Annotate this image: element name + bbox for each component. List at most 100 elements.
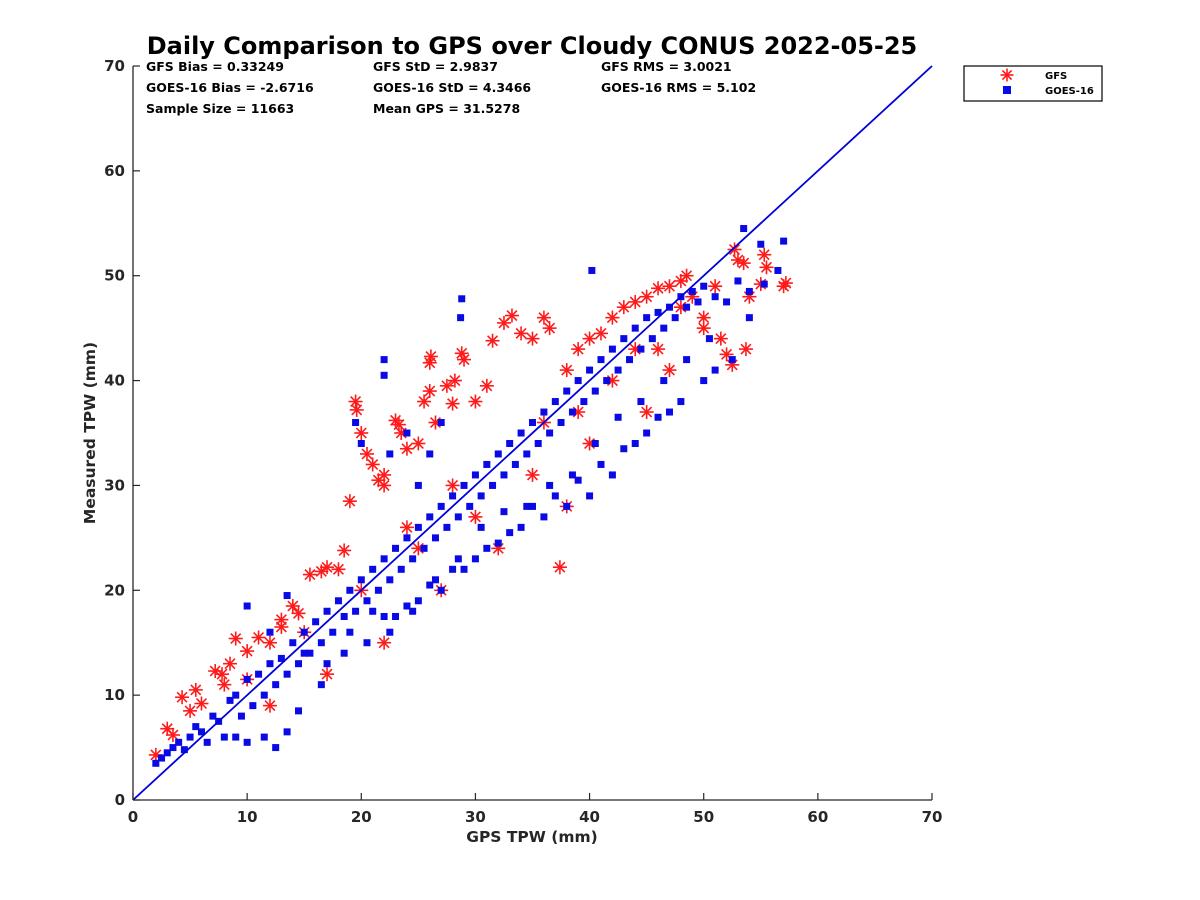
one-to-one-line — [132, 65, 933, 801]
x-tick-label: 40 — [579, 808, 600, 826]
goes16-point — [637, 398, 645, 406]
goes16-point — [728, 356, 736, 364]
y-axis-label: Measured TPW (mm) — [81, 342, 99, 524]
goes16-point — [380, 613, 388, 620]
goes16-point — [546, 481, 554, 489]
gfs-point — [377, 635, 392, 650]
goes16-point — [483, 460, 491, 468]
stat-goes-std: GOES-16 StD = 4.3466 — [373, 80, 531, 95]
goes16-point — [637, 345, 645, 353]
goes16-point — [449, 492, 457, 500]
goes16-point — [620, 335, 628, 343]
x-tick-label: 20 — [351, 808, 372, 826]
goes16-point — [346, 586, 354, 594]
goes16-point — [683, 356, 691, 364]
goes16-point — [757, 240, 765, 248]
gfs-point — [411, 436, 426, 451]
legend-goes16-label: GOES-16 — [1045, 86, 1094, 97]
gfs-point — [314, 564, 329, 579]
goes16-point — [283, 728, 291, 736]
goes16-point — [466, 502, 474, 510]
goes16-point — [523, 502, 531, 510]
gfs-point — [504, 308, 519, 323]
goes16-point — [329, 628, 337, 636]
goes16-point — [437, 419, 445, 427]
goes16-point — [489, 481, 497, 489]
gfs-point — [468, 509, 483, 524]
goes16-point — [608, 471, 616, 479]
goes16-point — [723, 298, 731, 306]
y-tick-label: 0 — [115, 791, 125, 809]
gfs-point — [479, 378, 494, 393]
goes16-point — [232, 691, 240, 699]
y-tick-label: 50 — [104, 267, 125, 285]
goes16-point — [300, 628, 308, 636]
goes16-point — [158, 754, 166, 762]
gfs-point — [536, 310, 551, 325]
gfs-point — [422, 384, 437, 399]
goes16-point — [272, 744, 280, 752]
gfs-point — [605, 310, 620, 325]
goes16-point — [654, 308, 662, 316]
goes16-point — [711, 293, 719, 301]
stats-block: GFS Bias = 0.33249 GFS StD = 2.9837 GFS … — [146, 59, 756, 116]
y-tick-label: 60 — [104, 162, 125, 180]
goes16-point — [334, 597, 342, 605]
goes16-point — [500, 508, 508, 516]
goes16-point — [591, 439, 599, 447]
goes16-point — [340, 613, 348, 620]
goes16-point — [660, 324, 668, 332]
goes16-point — [574, 476, 582, 484]
gfs-point — [542, 321, 557, 336]
gfs-point — [696, 321, 711, 336]
goes16-point — [426, 581, 434, 589]
goes16-point — [220, 733, 228, 741]
legend-box — [963, 65, 1103, 102]
goes16-point — [563, 502, 571, 510]
gfs-point — [175, 690, 190, 705]
goes16-point — [323, 607, 331, 615]
goes16-point — [568, 471, 576, 479]
goes16-point — [186, 733, 194, 741]
goes16-point — [631, 439, 639, 447]
axes — [132, 66, 932, 801]
gfs-point — [582, 331, 597, 346]
goes16-point — [289, 639, 297, 647]
goes16-point — [386, 450, 394, 458]
goes16-point — [523, 450, 531, 458]
x-tick-label: 60 — [807, 808, 828, 826]
goes16-point — [392, 613, 400, 620]
goes16-point — [458, 295, 466, 303]
goes16-point — [540, 408, 548, 416]
goes16-point — [414, 597, 422, 605]
gfs-point — [651, 342, 666, 357]
goes16-point — [243, 602, 251, 610]
gfs-point — [439, 378, 454, 393]
goes16-point — [374, 586, 382, 594]
goes16-point — [163, 749, 171, 757]
stat-goes-rms: GOES-16 RMS = 5.102 — [601, 80, 756, 95]
goes16-point — [380, 356, 388, 364]
goes16-point — [380, 555, 388, 563]
gfs-point — [514, 326, 529, 341]
legend-gfs-marker — [1000, 68, 1014, 82]
goes16-point — [277, 654, 285, 662]
stat-gfs-bias: GFS Bias = 0.33249 — [146, 59, 284, 74]
legend: GFS GOES-16 — [963, 65, 1103, 102]
goes16-point — [614, 366, 622, 374]
y-tick-label: 40 — [104, 372, 125, 390]
x-ticks: 0 10 20 30 40 50 60 70 — [128, 793, 942, 826]
goes16-point — [471, 471, 479, 479]
gfs-point — [457, 352, 472, 367]
goes16-point — [529, 502, 536, 510]
goes16-point — [357, 576, 365, 584]
x-tick-label: 10 — [237, 808, 258, 826]
gfs-point — [217, 677, 232, 692]
goes16-point — [734, 277, 742, 285]
goes16-point — [323, 660, 331, 668]
goes16-point — [180, 746, 188, 754]
gfs-point — [349, 402, 364, 417]
goes16-point — [340, 649, 348, 657]
gfs-point — [251, 630, 266, 645]
